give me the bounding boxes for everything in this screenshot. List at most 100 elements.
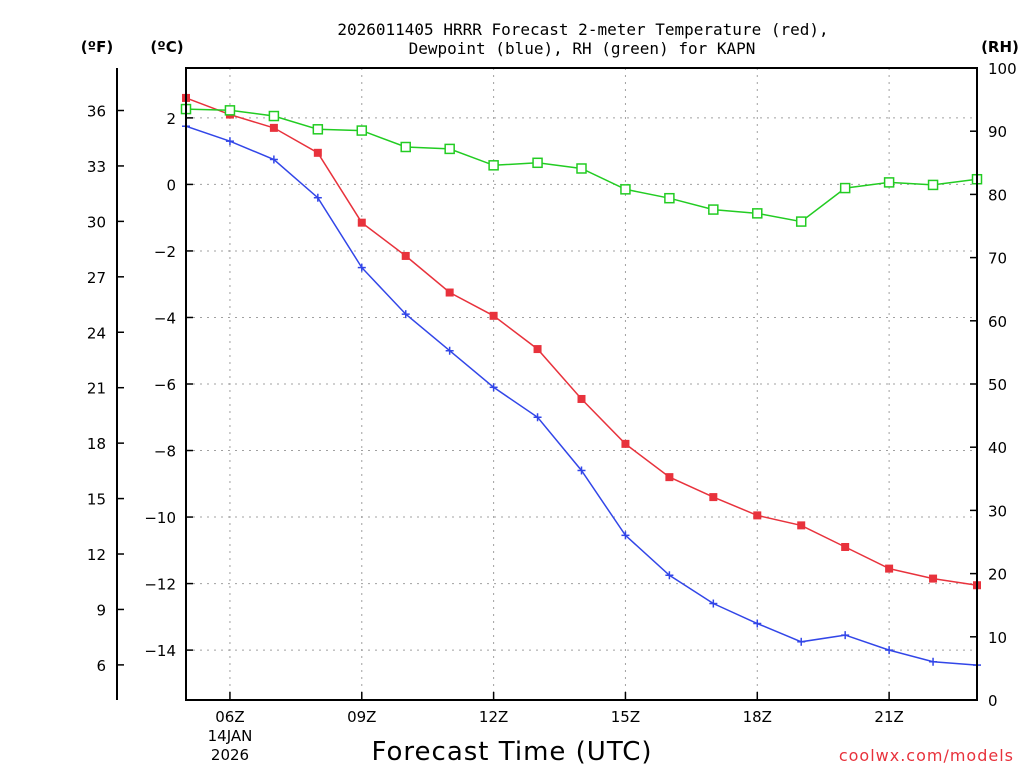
fahrenheit-tick-label: 6	[96, 657, 106, 675]
fahrenheit-unit-label: (ºF)	[81, 38, 113, 56]
rh-tick-label: 40	[988, 439, 1007, 457]
dewpoint-point	[269, 155, 278, 164]
celsius-unit-label: (ºC)	[150, 38, 183, 56]
fahrenheit-tick-label: 27	[87, 269, 106, 287]
rh-point	[356, 125, 368, 136]
temperature-point	[885, 564, 894, 573]
rh-point	[752, 208, 763, 219]
fahrenheit-tick-label: 21	[87, 380, 106, 398]
temperature-point	[929, 574, 938, 583]
rh-point	[839, 182, 851, 194]
fahrenheit-tick-label: 9	[96, 601, 106, 619]
celsius-tick-label: −4	[154, 309, 176, 327]
temperature-point	[577, 394, 586, 403]
date-label-year: 2026	[211, 746, 249, 764]
temperature-point	[709, 493, 718, 502]
celsius-tick-label: −14	[144, 642, 176, 660]
rh-tick-label: 90	[988, 123, 1007, 141]
rh-point	[488, 160, 499, 171]
rh-point	[224, 105, 236, 116]
rh-tick-label: 70	[988, 250, 1007, 268]
dewpoint-point	[533, 413, 542, 422]
x-axis: 06Z 09Z 12Z 15Z 18Z 21Z	[215, 692, 904, 726]
rh-point	[708, 204, 719, 215]
celsius-tick-label: −6	[154, 376, 176, 394]
x-axis-title: Forecast Time (UTC)	[371, 737, 652, 767]
rh-point	[312, 124, 324, 135]
x-tick-label-09Z: 09Z	[347, 708, 376, 726]
source-credit[interactable]: coolwx.com/models	[839, 746, 1014, 765]
rh-unit-label: (RH)	[981, 38, 1019, 56]
dewpoint-point	[797, 637, 806, 646]
rh-point	[400, 141, 411, 153]
x-tick-label-06Z: 06Z	[215, 708, 244, 726]
celsius-tick-label: −8	[154, 443, 176, 461]
grid-lines	[186, 68, 977, 700]
rh-point	[268, 110, 280, 122]
rh-tick-label: 0	[988, 692, 998, 710]
temperature-point	[401, 251, 410, 260]
x-tick-label-18Z: 18Z	[743, 708, 772, 726]
fahrenheit-tick-label: 36	[87, 103, 106, 121]
rh-point	[444, 143, 455, 155]
temperature-point	[357, 218, 366, 227]
date-label-day: 14JAN	[208, 727, 253, 745]
temperature-point	[489, 311, 498, 320]
rh-point	[576, 163, 587, 174]
chart-title-line2: Dewpoint (blue), RH (green) for KAPN	[409, 39, 756, 58]
rh-tick-label: 60	[988, 313, 1007, 331]
series-layer	[180, 93, 983, 670]
chart-title-line1: 2026011405 HRRR Forecast 2-meter Tempera…	[337, 20, 828, 39]
celsius-tick-label: −2	[154, 243, 176, 261]
x-tick-label-12Z: 12Z	[479, 708, 508, 726]
rh-tick-label: 30	[988, 502, 1007, 520]
rh-point	[620, 184, 631, 195]
rh-point	[927, 179, 939, 191]
rh-point	[532, 157, 543, 169]
rh-tick-label: 50	[988, 376, 1007, 394]
fahrenheit-tick-label: 12	[87, 546, 106, 564]
temperature-point	[665, 473, 674, 482]
dewpoint-point	[665, 571, 674, 580]
temperature-point	[313, 148, 322, 157]
rh-point	[795, 216, 807, 227]
celsius-tick-label: −12	[144, 576, 176, 594]
dewpoint-point	[401, 310, 410, 319]
rh-tick-label: 100	[988, 60, 1017, 78]
x-tick-label-21Z: 21Z	[874, 708, 903, 726]
temperature-point	[841, 542, 850, 551]
rh-point	[883, 177, 895, 188]
celsius-tick-label: 2	[166, 110, 176, 128]
rh-tick-label: 80	[988, 186, 1007, 204]
celsius-axis: 2 0 −2 −4 −6 −8 −10 −12 −14	[144, 110, 193, 660]
rh-tick-label: 20	[988, 566, 1007, 584]
dewpoint-point	[577, 466, 586, 475]
fahrenheit-tick-label: 30	[87, 213, 106, 231]
dewpoint-point	[225, 137, 234, 146]
temperature-point	[621, 439, 630, 448]
dewpoint-point	[753, 619, 762, 628]
dewpoint-point	[357, 263, 366, 272]
celsius-tick-label: 0	[166, 176, 176, 194]
temperature-point	[797, 521, 806, 530]
temperature-point	[533, 345, 542, 354]
rh-point	[664, 192, 675, 204]
celsius-tick-label: −10	[144, 509, 176, 527]
dewpoint-point	[621, 531, 630, 540]
dewpoint-point	[489, 383, 498, 392]
rh-tick-label: 10	[988, 629, 1007, 647]
plot-frame	[185, 67, 978, 701]
fahrenheit-tick-label: 18	[87, 435, 106, 453]
x-tick-label-15Z: 15Z	[611, 708, 640, 726]
dewpoint-point	[841, 631, 850, 640]
fahrenheit-tick-label: 24	[87, 324, 106, 342]
fahrenheit-tick-label: 33	[87, 158, 106, 176]
temperature-point	[753, 511, 762, 520]
dewpoint-point	[709, 599, 718, 608]
dewpoint-point	[445, 346, 454, 355]
temperature-point	[445, 288, 454, 297]
dewpoint-point	[929, 657, 938, 666]
dewpoint-point	[313, 193, 322, 202]
